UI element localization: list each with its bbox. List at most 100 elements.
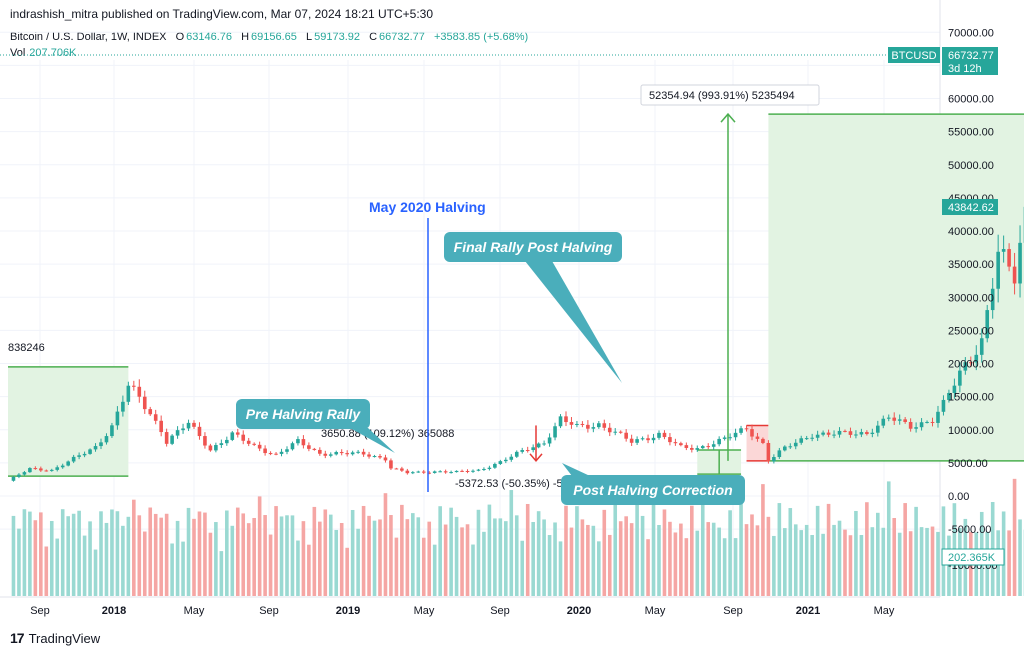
candle-body bbox=[82, 453, 87, 456]
candle-body bbox=[318, 449, 322, 454]
volume-bar bbox=[203, 512, 207, 596]
candle-body bbox=[717, 438, 721, 445]
x-tick-label: May bbox=[645, 605, 666, 617]
volume-bar bbox=[657, 524, 661, 596]
candle-body bbox=[870, 432, 875, 435]
volume-bar bbox=[711, 522, 716, 596]
candle-body bbox=[498, 461, 503, 464]
candle-body bbox=[312, 448, 317, 450]
candle-body bbox=[1007, 249, 1011, 267]
volume-bar bbox=[936, 531, 940, 596]
volume-bar bbox=[706, 522, 711, 596]
candle-body bbox=[722, 437, 727, 439]
time-axis[interactable]: Sep 2018 May Sep 2019 May Sep 2020 May Sep 2021 May bbox=[30, 605, 895, 617]
measure-boxes: 838246 3650.88 (109.12%) 365088 -5372.53 (… bbox=[8, 84, 1024, 490]
x-tick-label: Sep bbox=[30, 605, 50, 617]
y-tick-label: 10000.00 bbox=[948, 425, 994, 437]
level-tag: 43842.62 bbox=[948, 202, 994, 214]
volume-bar bbox=[865, 502, 869, 596]
candle-body bbox=[235, 432, 240, 435]
rally-label-bg bbox=[640, 84, 820, 106]
volume-bar bbox=[914, 506, 918, 596]
candle-body bbox=[471, 470, 475, 472]
candle-body bbox=[520, 450, 525, 452]
volume-bar bbox=[279, 516, 284, 596]
tv-logo-icon: 17 bbox=[10, 630, 25, 646]
candle-body bbox=[11, 476, 16, 481]
candle-body bbox=[547, 437, 552, 444]
candle-body bbox=[744, 428, 749, 430]
volume-bar bbox=[312, 506, 317, 596]
candle-body bbox=[290, 443, 295, 450]
candle-body bbox=[203, 436, 207, 446]
volume-bar bbox=[219, 551, 224, 596]
candle-body bbox=[476, 469, 481, 471]
correction-box bbox=[746, 425, 769, 461]
y-tick-label: 25000.00 bbox=[948, 325, 994, 337]
candle-body bbox=[252, 443, 256, 445]
candle-body bbox=[170, 435, 174, 444]
candle-body bbox=[323, 453, 328, 456]
last-price-tag: 66732.77 bbox=[948, 50, 994, 62]
volume-bar bbox=[903, 503, 907, 596]
open-label: O bbox=[175, 31, 185, 43]
low-label: L bbox=[305, 31, 313, 43]
volume-bar bbox=[28, 511, 32, 596]
volume-bar bbox=[826, 503, 831, 596]
volume-bar bbox=[1012, 478, 1017, 596]
candle-body bbox=[296, 439, 300, 444]
volume-bar bbox=[870, 527, 875, 596]
volume-bar bbox=[115, 511, 120, 596]
volume-legend: Vol 207.706K bbox=[10, 47, 76, 59]
annotations: May 2020 Halving Pre Halving Rally Final R… bbox=[236, 199, 745, 505]
volume-bar bbox=[71, 513, 76, 596]
pre-halving-callout-box bbox=[236, 399, 370, 429]
volume-bar bbox=[908, 531, 913, 596]
volume-bar bbox=[285, 515, 289, 596]
candle-body bbox=[339, 452, 344, 454]
candle-body bbox=[164, 432, 169, 444]
volume-bar bbox=[493, 518, 497, 596]
volume-bar bbox=[854, 510, 858, 596]
volume-bar bbox=[717, 527, 721, 596]
candle-body bbox=[542, 443, 546, 445]
countdown-tag: 3d 12h bbox=[948, 63, 982, 75]
volume-bar bbox=[930, 526, 935, 596]
candle-body bbox=[432, 471, 437, 473]
candle-body bbox=[137, 386, 142, 397]
candle-body bbox=[334, 452, 339, 455]
volume-tag: 202.365K bbox=[948, 552, 996, 564]
volume-bar bbox=[525, 503, 530, 596]
volume-bar bbox=[334, 529, 339, 596]
candle-body bbox=[684, 445, 689, 448]
volume-bar bbox=[777, 503, 782, 596]
volume-bar bbox=[514, 515, 519, 596]
publisher-line: indrashish_mitra published on TradingVie… bbox=[10, 7, 434, 21]
candle-body bbox=[186, 422, 191, 429]
symbol-tag-bg bbox=[888, 47, 940, 63]
volume-bar bbox=[668, 521, 672, 596]
volume-bar bbox=[799, 530, 804, 596]
candle-body bbox=[427, 472, 432, 474]
candle-body bbox=[728, 437, 732, 439]
volume-bar bbox=[892, 517, 897, 596]
volume-bar bbox=[443, 524, 448, 596]
volume-bar bbox=[301, 521, 306, 596]
candle-body bbox=[772, 457, 776, 462]
candle-body bbox=[153, 414, 158, 421]
candle-body bbox=[241, 434, 246, 441]
volume-bar bbox=[411, 513, 415, 596]
candle-body bbox=[783, 446, 787, 451]
candle-body bbox=[865, 432, 869, 435]
x-tick-label: May bbox=[184, 605, 205, 617]
candle-body bbox=[28, 468, 32, 473]
price-axis[interactable]: 70000.0065000.0060000.0055000.0050000.00… bbox=[948, 27, 998, 572]
volume-bar bbox=[744, 524, 749, 596]
candle-body bbox=[958, 370, 962, 386]
candle-body bbox=[558, 416, 563, 427]
pre-box-label: 3650.88 (109.12%) 365088 bbox=[321, 428, 454, 440]
tradingview-logo[interactable]: 17 TradingView bbox=[10, 630, 100, 646]
open-value: 63146.76 bbox=[186, 31, 233, 43]
volume-bar bbox=[925, 527, 929, 596]
